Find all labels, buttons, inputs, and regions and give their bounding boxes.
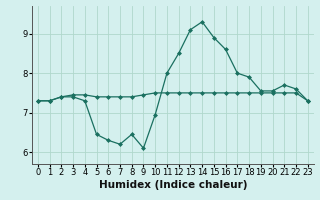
X-axis label: Humidex (Indice chaleur): Humidex (Indice chaleur) [99, 180, 247, 190]
